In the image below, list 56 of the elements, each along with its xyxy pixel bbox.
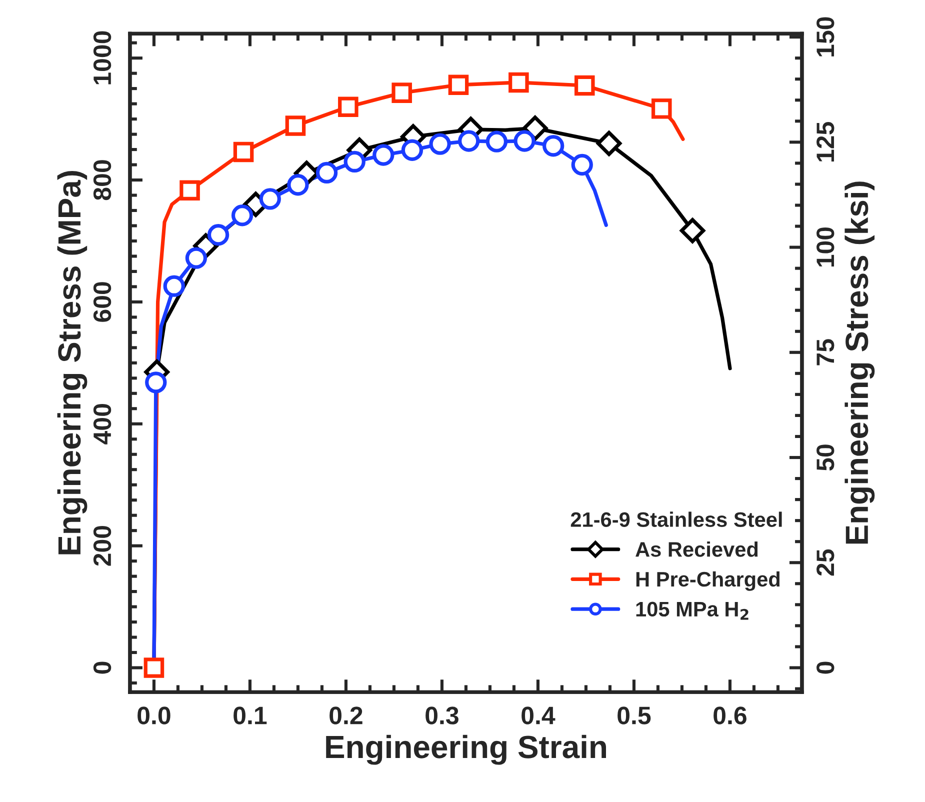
y2-tick-label: 50 (816, 444, 834, 471)
point (508, 72, 529, 93)
point (392, 82, 412, 103)
point (401, 139, 424, 161)
point (448, 74, 469, 96)
y2-tick-label: 25 (816, 549, 834, 576)
point (458, 130, 480, 152)
x-tick-label: 0.2 (330, 706, 362, 724)
point (185, 247, 208, 269)
point (233, 142, 254, 162)
x-tick-label: 0.4 (522, 706, 556, 724)
legend-label: 105 MPa H$_{2}$ (636, 602, 748, 620)
x-axis-title: Engineering Strain (326, 734, 606, 765)
y2-tick-label: 100 (816, 227, 834, 267)
point (574, 75, 595, 96)
point (163, 275, 185, 297)
point (285, 116, 306, 136)
point (542, 135, 564, 157)
x-tick-label: 0.6 (714, 706, 746, 724)
y2-tick-label: 125 (816, 122, 834, 162)
x-tick-label: 0.3 (426, 706, 458, 724)
legend-title: 21-6-9 Stainless Steel (570, 512, 782, 527)
y-tick-label: 200 (93, 526, 112, 566)
y-tick-label: 600 (93, 282, 112, 322)
point (207, 224, 230, 246)
point (514, 130, 536, 152)
y2-tick-label: 0 (816, 662, 834, 674)
point (316, 162, 338, 184)
point (486, 130, 508, 152)
point (180, 180, 200, 201)
point (338, 96, 358, 117)
x-tick-label: 0.0 (138, 706, 170, 724)
point (144, 658, 164, 678)
y-tick-label: 800 (93, 160, 112, 200)
y2-tick-label: 150 (816, 17, 834, 56)
point (145, 372, 167, 394)
y2-tick-label: 75 (816, 339, 834, 366)
point (259, 188, 281, 210)
y2-axis-title: Engineering Stress (ksi) (844, 182, 875, 544)
y-axis-title: Engineering Stress (MPa) (57, 171, 88, 554)
point (596, 130, 622, 156)
x-tick-label: 0.5 (618, 706, 651, 724)
point (287, 174, 309, 196)
point (571, 154, 593, 176)
y-tick-label: 400 (93, 404, 112, 444)
x-tick-label: 0.1 (234, 706, 267, 724)
point (522, 116, 548, 141)
legend-label: As Recieved (636, 542, 758, 557)
point (429, 133, 451, 155)
point (651, 98, 672, 119)
legend-label: H Pre-Charged (636, 571, 780, 591)
y-tick-label: 1000 (93, 31, 112, 84)
point (680, 218, 706, 244)
point (344, 150, 366, 173)
point (372, 144, 394, 166)
y-tick-label: 0 (93, 662, 112, 674)
